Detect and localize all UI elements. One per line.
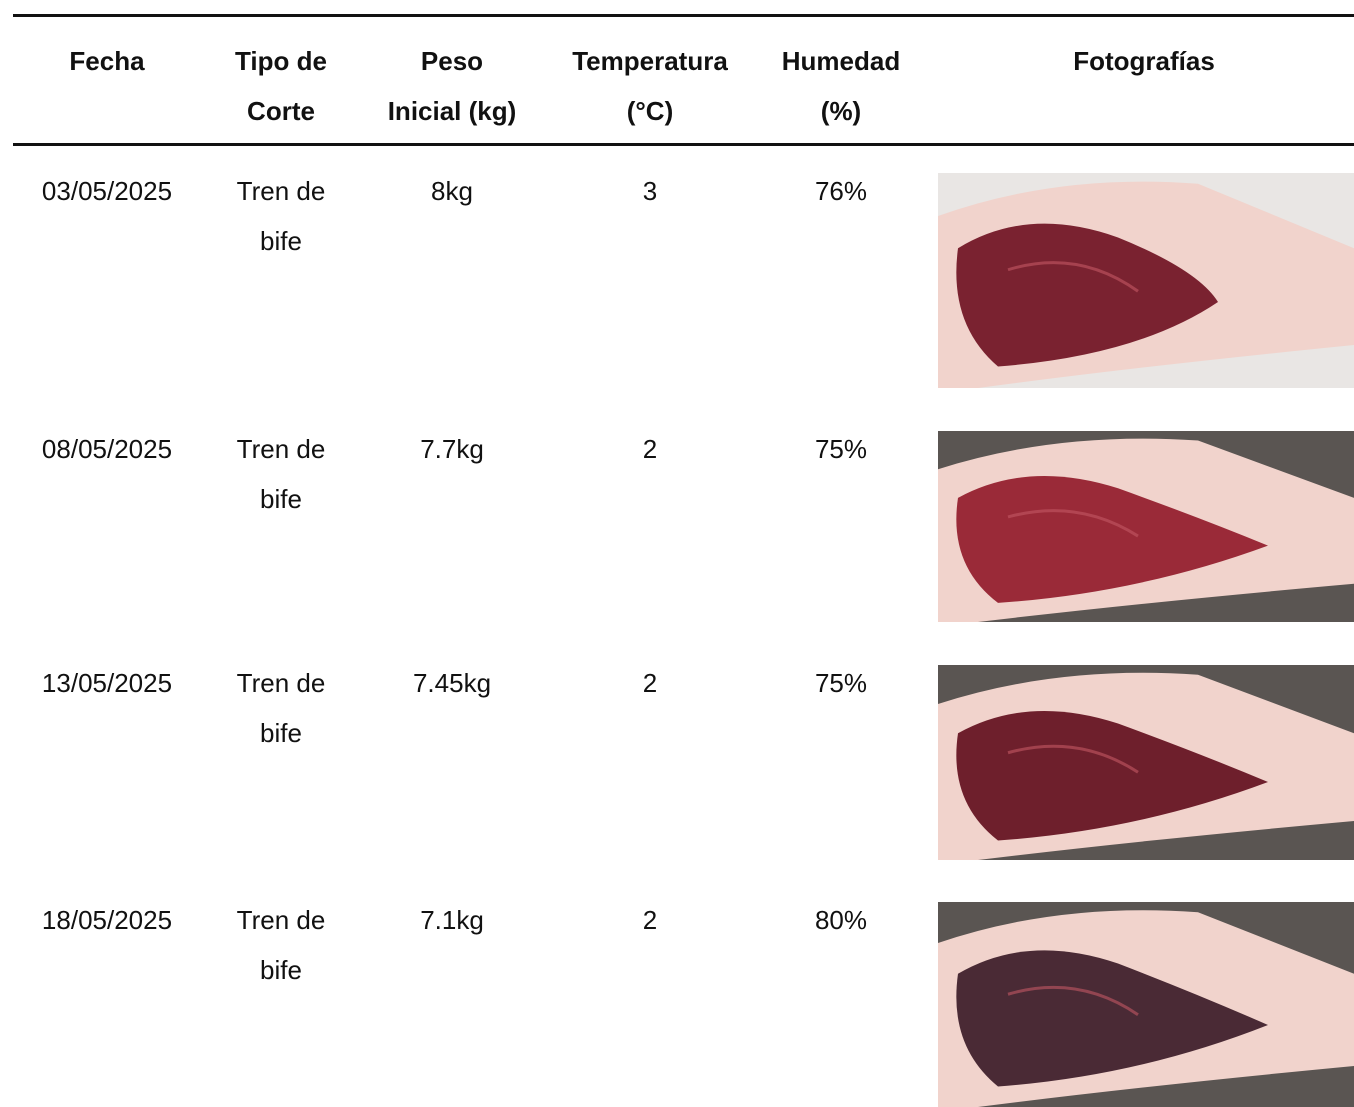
body-cell: Tren de bife [237,658,326,758]
body-cell-line: Tren de [236,176,326,206]
body-cell: 75% [814,668,868,698]
header-cell: Temperatura (°C) [572,36,728,136]
header-cell-line: Inicial (kg) [387,96,517,126]
body-cell: 76% [814,176,868,206]
body-cell: 7.45kg [412,668,492,698]
body-cell: 8kg [431,176,473,206]
photo [938,173,1354,388]
body-cell: 2 [642,905,658,935]
body-cell: 2 [642,434,658,464]
header-cell-line: Corte [247,96,315,126]
body-cell: 18/05/2025 [41,905,173,935]
body-cell: 08/05/2025 [41,434,173,464]
body-cell: 3 [642,176,658,206]
body-cell-line: Tren de [236,668,326,698]
header-cell: Peso Inicial (kg) [388,36,517,136]
header-cell: Tipo de Corte [235,36,327,136]
header-cell-line: (%) [820,96,862,126]
body-cell: Tren de bife [237,424,326,524]
header-cell-line: Peso [420,46,484,76]
header-cell-line: Tipo de [235,46,327,76]
header-cell: Humedad (%) [782,36,900,136]
body-cell-line: Tren de [236,434,326,464]
body-cell: 03/05/2025 [41,176,173,206]
header-rule [13,143,1354,146]
photo [938,431,1354,622]
body-cell: 80% [814,905,868,935]
body-cell: Tren de bife [237,895,326,995]
body-cell: Tren de bife [237,166,326,266]
header-cell-line: (°C) [626,96,674,126]
body-cell: 7.7kg [420,434,484,464]
body-cell-line: bife [260,226,302,256]
body-cell-line: bife [260,718,302,748]
body-cell: 75% [814,434,868,464]
header-cell-line: Temperatura [572,46,728,76]
header-cell-line: Humedad [781,46,901,76]
header-cell-line: Fotografías [1073,46,1215,76]
body-cell: 2 [642,668,658,698]
header-cell: Fotografías [1073,36,1215,86]
photo [938,665,1354,860]
body-cell: 13/05/2025 [41,668,173,698]
header-cell-line: Fecha [69,46,145,76]
body-cell-line: bife [260,955,302,985]
photo [938,902,1354,1107]
body-cell: 7.1kg [420,905,484,935]
header-cell: Fecha [69,36,144,86]
body-cell-line: Tren de [236,905,326,935]
body-cell-line: bife [260,484,302,514]
top-rule [13,14,1354,17]
